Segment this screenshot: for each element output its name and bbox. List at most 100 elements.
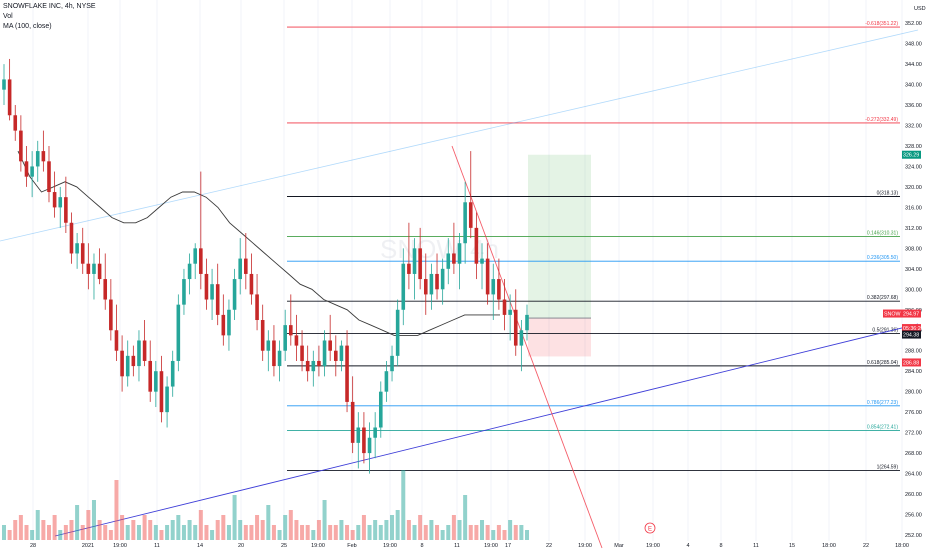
candle-body	[491, 279, 496, 295]
ma-indicator-label[interactable]: MA (100, close)	[3, 23, 52, 30]
volume-bar	[255, 515, 260, 540]
time-tick-label: 28	[30, 543, 36, 549]
position-loss-zone[interactable]	[528, 318, 591, 357]
volume-bar	[148, 520, 153, 540]
volume-bar	[114, 480, 119, 540]
candle-body	[2, 79, 6, 90]
price-badge-label: 05:36:20	[903, 326, 924, 332]
time-tick-label: Mar	[614, 543, 624, 549]
candle-body	[440, 268, 445, 290]
candle-body	[19, 130, 23, 162]
candle-body	[423, 279, 428, 295]
time-tick-label: 17	[505, 543, 511, 549]
volume-bars	[2, 470, 529, 540]
candle-body	[170, 360, 175, 387]
time-tick-label: 8	[719, 543, 722, 549]
volume-bar	[221, 515, 226, 540]
candle-body	[103, 279, 108, 300]
candle-body	[412, 248, 417, 274]
channel-upper-trendline[interactable]	[0, 29, 919, 242]
candle-body	[148, 360, 153, 392]
time-axis[interactable]: 28 2021 19:00 11 14 20 25 19:00 Feb 19:00 8 11 19:00…	[30, 543, 909, 549]
volume-bar	[513, 525, 518, 540]
price-tick-label: 320.00	[905, 185, 922, 191]
candle-body	[260, 320, 265, 351]
candle-body	[401, 263, 406, 310]
volume-bar	[395, 510, 400, 540]
candle-body	[390, 355, 394, 372]
candle-body	[311, 360, 316, 372]
price-tick-label: 288.00	[905, 349, 922, 355]
channel-lower-trendline[interactable]	[54, 323, 919, 537]
volume-bar	[193, 525, 198, 540]
candle-body	[97, 263, 102, 280]
time-tick-label: 14	[197, 543, 203, 549]
candle-body	[30, 166, 34, 177]
fib-level-label: 0.5(291.36)	[872, 328, 898, 334]
volume-bar	[316, 520, 321, 540]
volume-bar	[305, 525, 310, 540]
price-tick-label: 272.00	[905, 431, 922, 437]
volume-bar	[491, 530, 496, 540]
price-tick-label: 328.00	[905, 144, 922, 150]
price-axis[interactable]: 352.00 348.00 344.00 340.00 336.00 332.00 328.…	[905, 21, 922, 539]
volume-bar	[232, 495, 237, 540]
candle-body	[114, 330, 119, 351]
candle-body	[154, 371, 158, 392]
candle-body	[249, 273, 254, 295]
candle-body	[58, 197, 63, 208]
time-tick-label: 15	[789, 543, 795, 549]
volume-bar	[496, 525, 501, 540]
earnings-event-marker[interactable]: E	[644, 522, 656, 534]
price-tick-label: 252.00	[905, 533, 922, 539]
volume-bar	[508, 520, 513, 540]
price-tick-label: 304.00	[905, 267, 922, 273]
candle-body	[165, 386, 169, 413]
price-badge-label: SNOW	[884, 312, 900, 318]
volume-bar	[18, 515, 23, 540]
volume-bar	[198, 510, 203, 540]
price-badge-label: 294.38	[903, 333, 919, 339]
candle-body	[176, 304, 181, 361]
price-badge-label: 294.97	[903, 312, 919, 318]
ma100-line	[17, 150, 500, 336]
volume-bar	[7, 530, 12, 540]
volume-bar	[418, 515, 423, 540]
volume-bar	[328, 525, 333, 540]
candle-body	[80, 243, 85, 264]
candle-body	[452, 253, 456, 264]
volume-bar	[176, 515, 181, 540]
price-tick-label: 264.00	[905, 472, 922, 478]
time-tick-label: 19:00	[113, 543, 127, 549]
volume-bar	[46, 525, 51, 540]
downtrend-line[interactable]	[451, 145, 603, 549]
time-tick-label: 18:00	[822, 543, 836, 549]
candle-body	[463, 202, 467, 244]
price-tick-label: 300.00	[905, 287, 922, 293]
volume-bar	[75, 505, 80, 540]
volume-bar	[13, 520, 18, 540]
time-tick-label: 11	[454, 543, 460, 549]
volume-bar	[440, 530, 445, 540]
volume-bar	[463, 495, 468, 540]
volume-bar	[378, 525, 383, 540]
price-badge-label: 326.29	[903, 153, 919, 159]
volume-bar	[108, 530, 113, 540]
price-tick-label: 340.00	[905, 83, 922, 89]
candle-body	[131, 355, 136, 367]
candle-body	[378, 391, 383, 428]
candle-body	[199, 248, 203, 274]
candle-body	[41, 151, 46, 162]
fib-level-label: 0.146(310.31)	[867, 231, 898, 237]
volume-indicator-label[interactable]: Vol	[3, 13, 13, 20]
time-tick-label: 11	[154, 543, 160, 549]
fib-retracement[interactable]: -0.618(351.22) -0.272(332.49) 0(318.13) 0.1…	[287, 21, 900, 472]
candle-body	[457, 243, 462, 264]
candle-body	[429, 273, 434, 295]
candle-body	[367, 437, 372, 454]
candle-body	[418, 248, 422, 280]
candle-body	[519, 330, 524, 346]
time-tick-label: 11	[753, 543, 759, 549]
volume-bar	[125, 525, 130, 540]
